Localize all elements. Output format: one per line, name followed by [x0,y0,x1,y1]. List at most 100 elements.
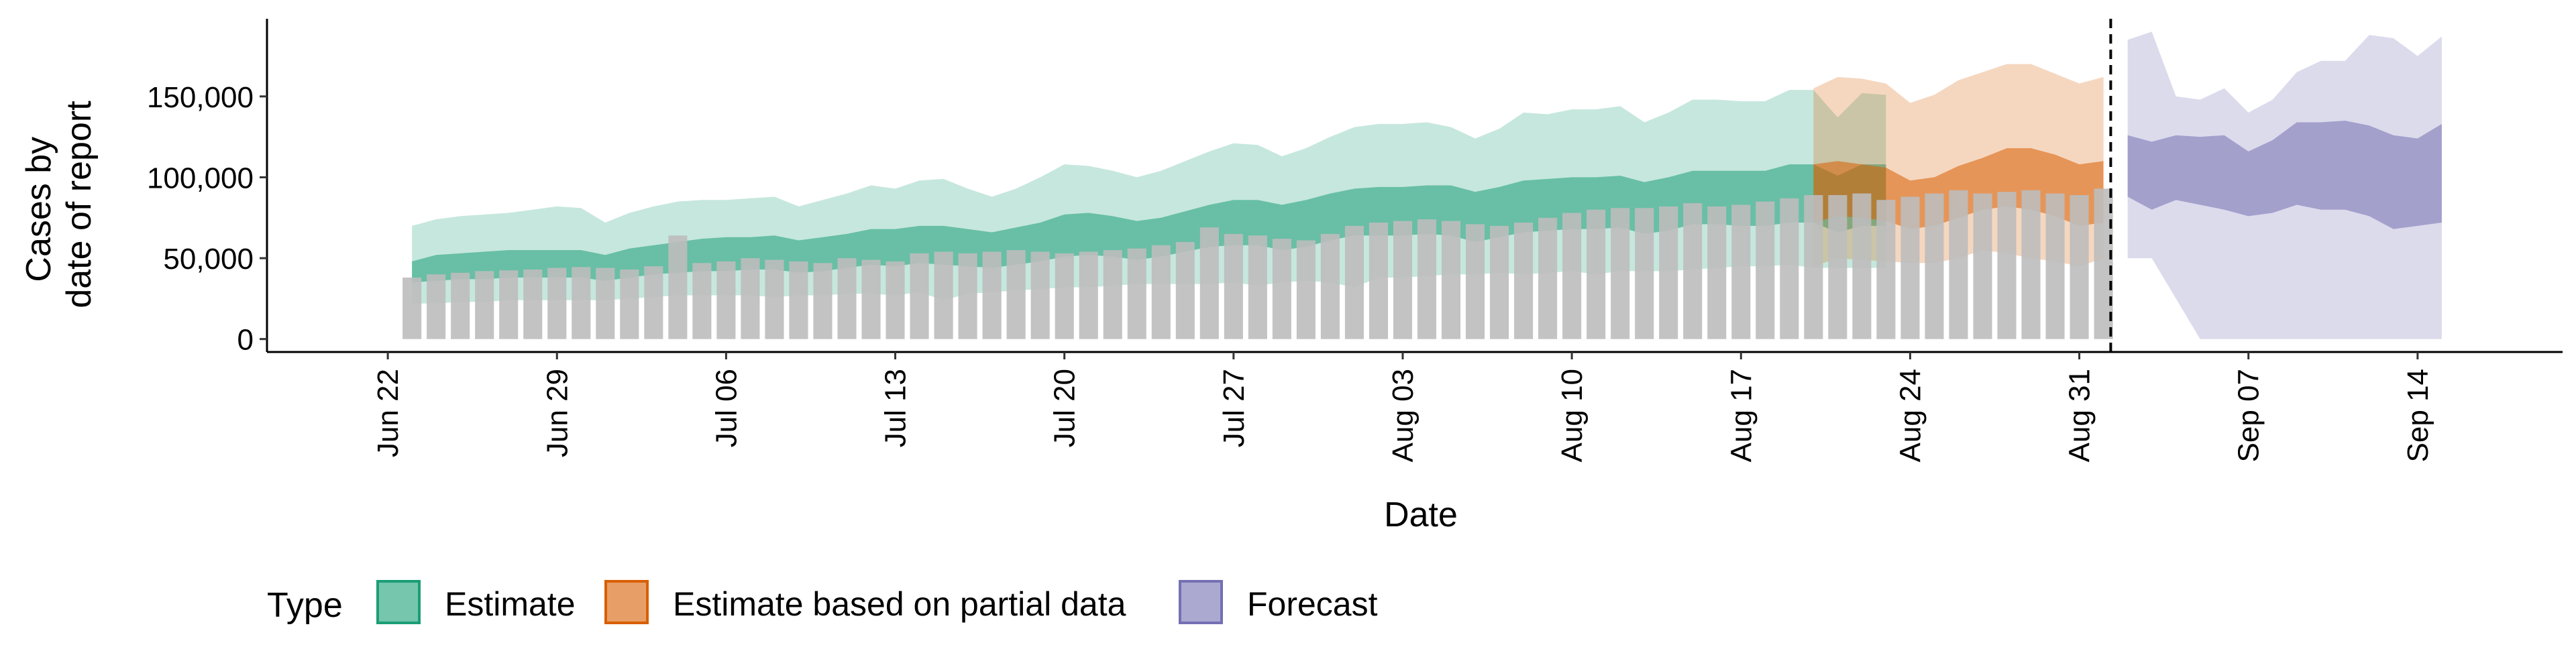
bar-reported-cases [1175,241,1195,339]
bar-reported-cases [1055,253,1074,339]
bar-reported-cases [982,251,1002,339]
bar-reported-cases [1344,225,1364,339]
y-tick-label: 50,000 [163,243,254,276]
bar-reported-cases [1320,233,1340,339]
legend-swatch [604,580,649,624]
bar-reported-cases [668,235,688,339]
bar-reported-cases [1949,190,1968,339]
bar-reported-cases [1611,208,1630,339]
x-tick-label: Aug 10 [1556,369,1589,462]
bar-reported-cases [692,263,712,339]
bar-reported-cases [1393,221,1413,339]
legend-label: Estimate [445,585,576,623]
bar-reported-cases [1441,221,1461,339]
bar-reported-cases [813,263,833,339]
bar-reported-cases [885,261,905,339]
bar-reported-cases [1562,213,1582,339]
legend-label: Estimate based on partial data [673,585,1126,623]
bar-reported-cases [1199,227,1219,339]
bar-reported-cases [1925,193,1944,339]
y-axis-title-line-1: Cases by [19,137,58,282]
bar-reported-cases [716,261,736,339]
bar-reported-cases [1804,194,1823,339]
bar-reported-cases [2045,193,2065,339]
x-tick-label: Jul 27 [1218,369,1250,447]
x-tick-label: Aug 17 [1725,369,1758,462]
bar-reported-cases [1659,206,1678,339]
legend: Type Estimate Estimate based on partial d… [267,580,1378,625]
bar-reported-cases [934,251,953,339]
forecast-inner-band [2127,120,2442,229]
x-tick-label: Sep 14 [2402,369,2434,462]
legend-swatch [376,580,421,624]
bar-reported-cases [1103,250,1122,339]
bar-reported-cases [1683,203,1703,339]
bar-reported-cases [1272,239,1291,339]
bar-reported-cases [644,266,663,339]
x-tick-label: Jun 29 [541,369,574,457]
bar-reported-cases [451,272,470,339]
legend-swatch [1179,580,1223,624]
bar-reported-cases [1368,222,1389,339]
bar-reported-cases [1707,206,1727,339]
bar-reported-cases [1538,217,1558,339]
bar-reported-cases [1079,251,1098,339]
bar-reported-cases [1417,219,1437,339]
bar-reported-cases [1780,198,1799,339]
axes-layer: 0 50,000 100,000 150,000 Jun 22 Jun 29 Jul 06 J… [147,19,2563,462]
x-tick-label: Aug 03 [1387,369,1419,462]
x-tick-label: Aug 31 [2063,369,2096,462]
x-tick-label: Jun 22 [372,369,405,457]
bar-reported-cases [1490,225,1509,339]
bar-reported-cases [1248,235,1267,339]
bar-reported-cases [741,258,760,339]
x-tick-label: Jul 06 [710,369,743,447]
y-tick-label: 0 [237,324,254,357]
x-tick-label: Sep 07 [2233,369,2265,462]
legend-item-forecast: Forecast [1179,580,1378,624]
x-tick-label: Jul 13 [879,369,912,447]
x-axis-title: Date [1384,495,1458,534]
x-tick-label: Aug 24 [1894,369,1927,462]
y-axis-title-line-2: date of report [60,101,99,308]
estimate-inner-band [412,164,1886,283]
x-tick-label: Jul 20 [1049,369,1081,447]
bar-reported-cases [1296,240,1316,339]
bar-reported-cases [1514,222,1534,339]
bar-reported-cases [1030,251,1050,339]
axis-labels: Date Cases by date of report [19,101,1458,534]
bar-reported-cases [620,269,639,339]
bar-reported-cases [1127,248,1146,339]
bar-reported-cases [1997,192,2017,339]
legend-title: Type [267,586,343,625]
bar-reported-cases [1635,208,1654,339]
bar-reported-cases [765,259,784,339]
y-tick-label: 150,000 [147,81,254,114]
bar-reported-cases [572,267,591,339]
bar-reported-cases [2021,190,2041,339]
bar-reported-cases [861,259,881,339]
bar-reported-cases [2070,194,2089,339]
bar-reported-cases [1973,193,1992,339]
bar-reported-cases [499,270,519,339]
bar-reported-cases [596,268,615,339]
bar-reported-cases [1151,245,1171,339]
bar-reported-cases [1876,200,1896,339]
bar-reported-cases [1587,209,1606,339]
bar-reported-cases [789,261,808,339]
bar-reported-cases [1466,224,1485,339]
bar-reported-cases [1900,196,1920,339]
bar-reported-cases [1006,250,1026,339]
bar-reported-cases [402,278,422,339]
legend-item-estimate-based-on-partial-data: Estimate based on partial data [604,580,1126,624]
reported-cases-bars [402,188,2113,339]
bar-reported-cases [958,253,977,339]
bar-reported-cases [837,258,857,339]
bar-reported-cases [1852,193,1872,339]
bar-reported-cases [475,271,494,339]
legend-item-estimate: Estimate [376,580,576,624]
bar-reported-cases [910,253,929,339]
bar-reported-cases [547,268,567,339]
